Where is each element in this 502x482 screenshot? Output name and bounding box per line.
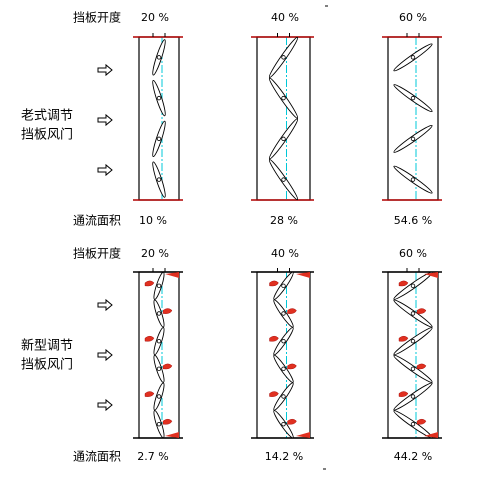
blade-pivot (281, 366, 286, 372)
blade-pivot (156, 136, 162, 142)
opening-value: 20 % (141, 11, 169, 24)
blade-pivot (410, 177, 416, 182)
flow-eddy (398, 335, 409, 342)
damper-box (138, 271, 180, 439)
area-value: 14.2 % (265, 450, 303, 463)
flow-eddy (424, 432, 438, 438)
blade-pivot (410, 366, 416, 372)
flow-eddy (269, 391, 279, 397)
row-label: 老式调节 (21, 109, 73, 124)
blade-pivot (410, 394, 416, 399)
opening-value: 20 % (141, 247, 169, 260)
flow-eddy (398, 391, 409, 397)
blade-pivot (156, 311, 162, 316)
blade-pivot (156, 421, 162, 427)
blade-pivot (281, 311, 286, 316)
blade-pivot (281, 338, 286, 344)
row-label: 挡板风门 (21, 128, 73, 143)
blade-pivot (410, 311, 416, 316)
flow-eddy (296, 272, 310, 278)
flow-eddy (287, 418, 297, 425)
blade-pivot (156, 338, 162, 344)
flow-eddy (165, 272, 179, 278)
blade-pivot (156, 55, 162, 60)
area-value: 2.7 % (137, 450, 168, 463)
blade-pivot (281, 177, 286, 182)
flow-arrow (97, 63, 113, 77)
opening-value: 60 % (399, 11, 427, 24)
blade-pivot (410, 95, 416, 101)
flow-arrow (97, 113, 113, 127)
flow-eddy (296, 432, 310, 438)
blade-pivot (410, 338, 416, 344)
row-label: 挡板风门 (21, 358, 73, 373)
blade-pivot (156, 283, 162, 289)
damper-box (256, 271, 311, 439)
flow-eddy (416, 418, 427, 425)
opening-label: 挡板开度 (73, 10, 121, 25)
blade-pivot (281, 95, 286, 101)
area-label: 通流面积 (73, 450, 121, 464)
flow-eddy (269, 335, 279, 342)
flow-eddy (162, 308, 173, 314)
blade-pivot (156, 366, 162, 372)
blade-pivot (156, 95, 162, 101)
flow-eddy (144, 391, 155, 397)
flow-eddy (165, 432, 179, 438)
blade-pivot (156, 394, 162, 399)
flow-eddy (398, 280, 409, 287)
flow-eddy (269, 280, 279, 287)
blade-pivot (410, 136, 416, 142)
flow-eddy (287, 308, 297, 314)
flow-eddy (144, 335, 155, 342)
flow-eddy (162, 418, 173, 425)
opening-value: 40 % (271, 247, 299, 260)
blade-pivot (156, 177, 162, 182)
opening-value: 40 % (271, 11, 299, 24)
damper-box (387, 36, 439, 201)
row-label: 新型调节 (21, 338, 73, 354)
flow-arrow (97, 163, 113, 177)
blade-pivot (281, 55, 286, 60)
area-label: 通流面积 (73, 214, 121, 228)
flow-arrow (97, 398, 113, 412)
opening-label: 挡板开度 (73, 246, 121, 261)
blade-pivot (410, 421, 416, 427)
flow-arrow (97, 298, 113, 312)
area-value: 10 % (139, 214, 167, 227)
flow-eddy (162, 363, 173, 370)
area-value: 28 % (270, 214, 298, 227)
flow-eddy (416, 363, 427, 370)
blade-pivot (281, 136, 286, 142)
blade-pivot (281, 394, 286, 399)
flow-arrow (97, 348, 113, 362)
area-value: 44.2 % (394, 450, 432, 463)
blade-pivot (410, 55, 416, 60)
area-value: 54.6 % (394, 214, 432, 227)
blade-pivot (281, 283, 286, 289)
opening-value: 60 % (399, 247, 427, 260)
flow-eddy (144, 280, 155, 287)
blade-pivot (410, 283, 416, 289)
flow-eddy (287, 363, 297, 370)
flow-eddy (416, 308, 427, 314)
blade-pivot (281, 421, 286, 427)
flow-eddy (424, 272, 438, 278)
